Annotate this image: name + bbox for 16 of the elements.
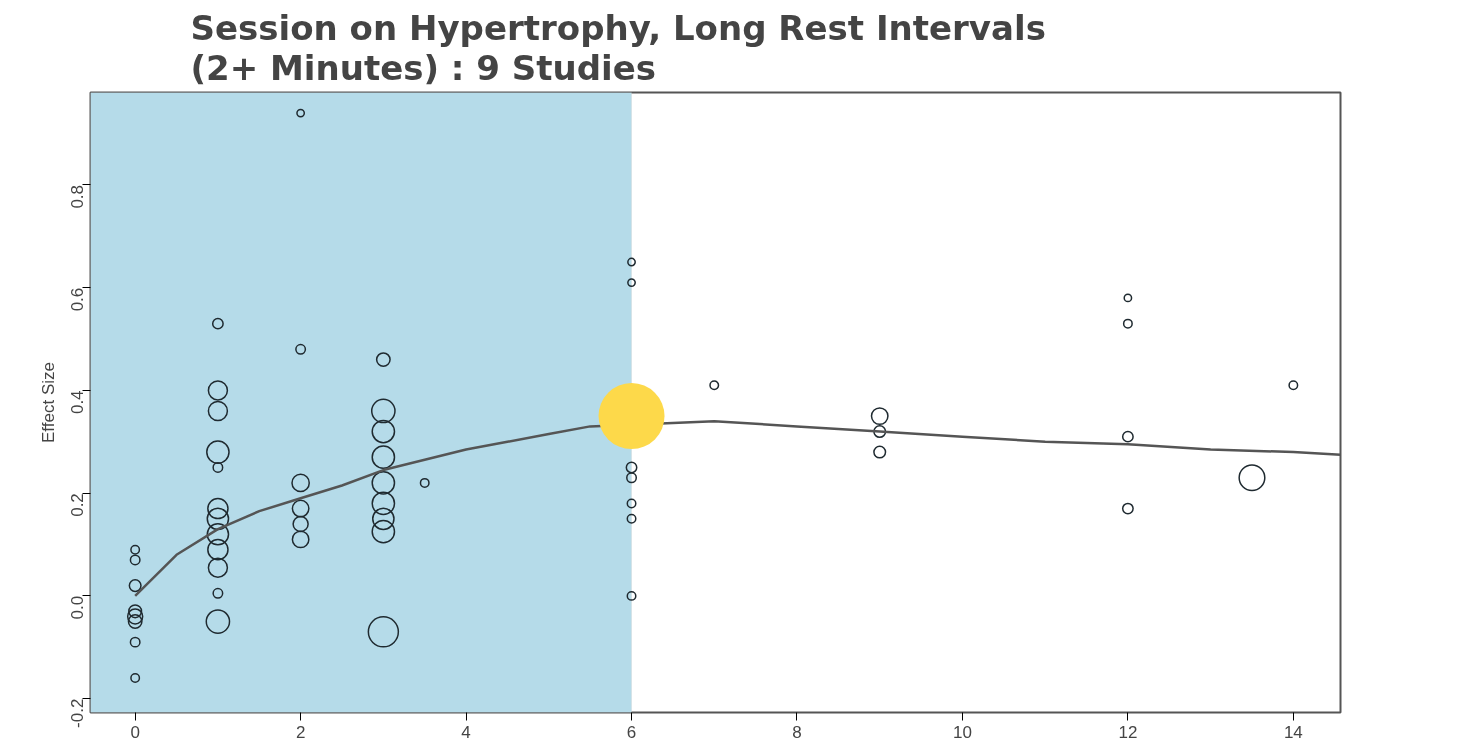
x-tick-label: 10 — [952, 722, 972, 742]
y-tick-label: 0.4 — [68, 390, 88, 415]
y-tick-label: -0.2 — [68, 698, 88, 728]
chart-title: Session on Hypertrophy, Long Rest Intervals (2+ Minutes) : 9 Studies — [190, 7, 1046, 88]
y-tick-label: 0.0 — [68, 595, 88, 620]
y-tick-label: 0.6 — [68, 287, 88, 312]
y-axis-title: Effect Size — [38, 362, 58, 443]
x-tick-label: 0 — [130, 722, 140, 742]
y-tick-label: 0.2 — [68, 493, 88, 517]
x-tick-label: 14 — [1283, 722, 1303, 742]
x-tick-label: 2 — [295, 722, 306, 742]
x-tick-label: 8 — [792, 722, 802, 742]
x-tick-label: 12 — [1118, 722, 1138, 742]
y-tick-label: 0.8 — [68, 184, 88, 209]
x-tick-label: 6 — [626, 722, 637, 742]
x-tick-label: 4 — [461, 722, 471, 742]
